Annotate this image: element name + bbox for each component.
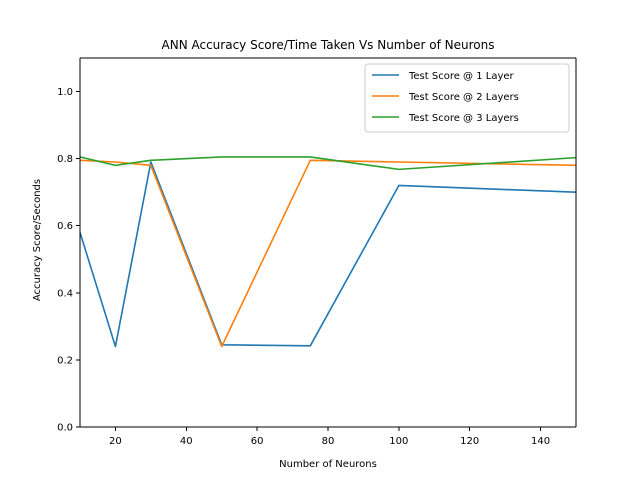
legend: Test Score @ 1 Layer Test Score @ 2 Layer… [364,63,570,133]
legend-label: Test Score @ 1 Layer [408,71,515,82]
legend-label: Test Score @ 2 Layers [408,92,519,103]
legend-label: Test Score @ 3 Layers [408,113,519,124]
y-tick-label: 0.4 [57,288,73,299]
y-tick-label: 0.0 [57,423,73,434]
y-tick-label: 0.8 [57,154,73,165]
series-layer [80,156,576,348]
x-tick-label: 60 [251,436,264,447]
y-tick-label: 0.6 [57,221,73,232]
ticks-layer: 20 40 60 80 100 120 140 0.0 0.2 0.4 0.6 0.8 1.0 [57,87,550,447]
y-axis-label: Accuracy Score/Seconds [32,179,43,301]
series-line-2 [80,159,576,348]
series-line-3 [80,156,576,171]
chart-title: ANN Accuracy Score/Time Taken Vs Number … [162,38,495,52]
x-tick-label: 20 [109,436,122,447]
legend-box [364,63,570,133]
y-tick-label: 0.2 [57,355,73,366]
x-axis-label: Number of Neurons [279,459,377,470]
x-tick-label: 40 [180,436,193,447]
x-tick-label: 100 [389,436,408,447]
x-tick-label: 80 [322,436,335,447]
x-tick-label: 120 [460,436,479,447]
y-tick-label: 1.0 [57,87,73,98]
x-tick-label: 140 [531,436,550,447]
